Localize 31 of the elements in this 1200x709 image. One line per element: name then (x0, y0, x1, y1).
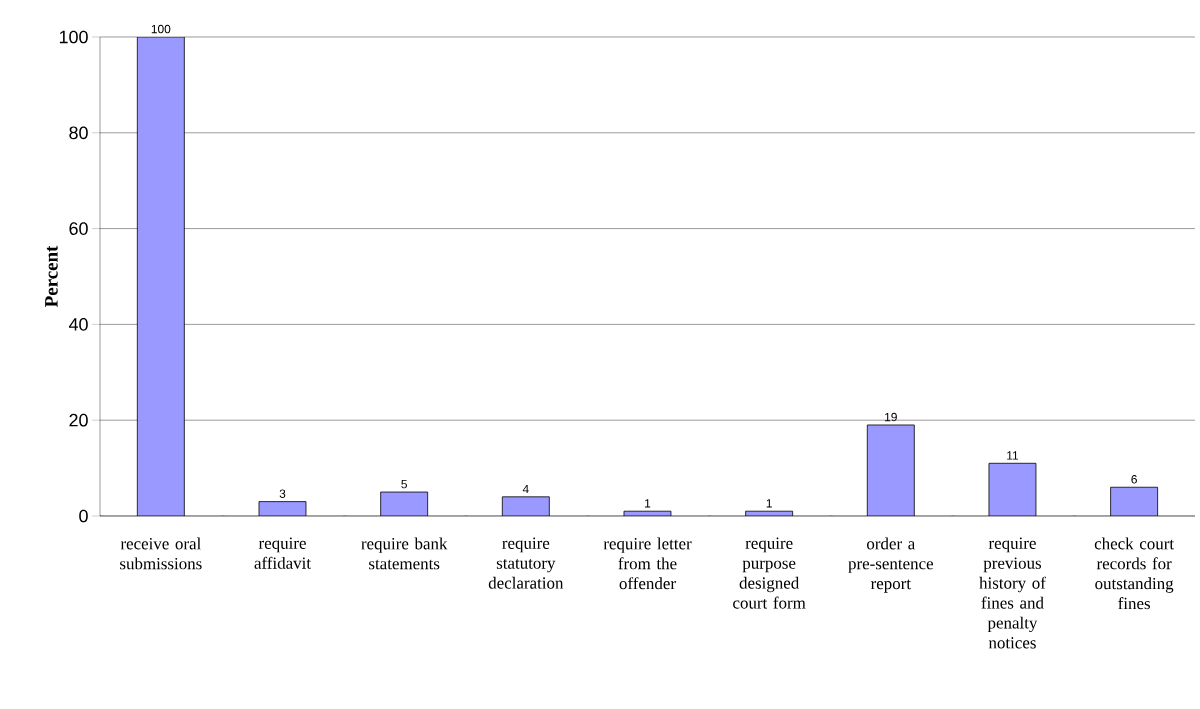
bar (501, 496, 550, 516)
x-tick-label: require bank statements (361, 537, 448, 570)
y-tick-label: 100 (59, 30, 88, 44)
data-label: 1 (645, 499, 651, 508)
x-tick-label: check court records for outstanding fines (1094, 537, 1174, 610)
x-tick-label: require purpose designed court form (733, 537, 806, 609)
x-tick-label: order a pre-sentence report (848, 537, 934, 593)
bar (380, 491, 429, 516)
bar (988, 462, 1037, 516)
data-label: 6 (1131, 475, 1137, 484)
x-tick-label: receive oral submissions (120, 537, 202, 570)
y-tick-label: 20 (69, 413, 88, 427)
x-tick-label: require statutory declaration (488, 537, 564, 589)
x-tick-label: require affidavit (254, 537, 311, 569)
y-tick-label: 40 (68, 318, 88, 331)
data-label: 19 (885, 412, 897, 422)
y-tick-label: 0 (79, 509, 88, 523)
data-label: 1 (766, 499, 772, 508)
bar (866, 424, 915, 516)
bar (136, 36, 185, 516)
bar (1110, 486, 1159, 516)
data-label: 11 (1007, 451, 1019, 460)
x-tick-label: require letter from the offender (603, 537, 692, 590)
data-label: 100 (151, 24, 171, 34)
y-tick-label: 60 (69, 222, 88, 235)
data-label: 5 (401, 479, 407, 489)
x-tick-label: require previous history of fines and penalty notices (979, 537, 1046, 649)
data-label: 4 (522, 484, 529, 494)
data-label: 3 (279, 489, 286, 498)
y-axis-title: Percent (45, 245, 58, 307)
y-tick-label: 80 (69, 126, 88, 140)
